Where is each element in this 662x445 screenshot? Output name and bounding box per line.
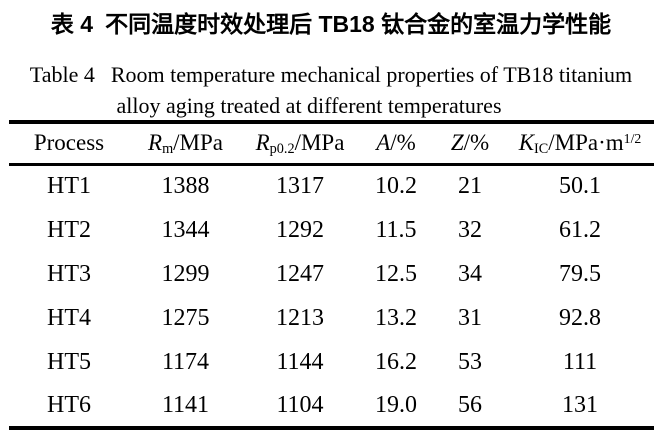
table-caption-zh-text: 不同温度时效处理后 TB18 钛合金的室温力学性能 <box>105 11 612 37</box>
cell-rp02: 1213 <box>276 304 324 331</box>
cell-a: 11.5 <box>375 216 417 243</box>
cell-z: 31 <box>458 304 482 331</box>
col-header-rm-unit: /MPa <box>173 130 223 156</box>
cell-kic: 111 <box>562 348 598 375</box>
cell-process: HT6 <box>47 391 91 418</box>
col-header-kic-symbol: K <box>518 130 535 156</box>
cell-a: 19.0 <box>375 391 417 418</box>
cell-rp02: 1144 <box>276 348 324 375</box>
col-header-kic-unit: /MPa·m <box>548 130 624 156</box>
col-header-kic-subscript: IC <box>534 141 549 158</box>
cell-process: HT3 <box>47 260 91 287</box>
table-row: HT2 1344 1292 11.5 32 61.2 <box>9 208 654 252</box>
col-header-z: Z/% <box>434 122 506 164</box>
col-header-process: Process <box>9 122 129 164</box>
col-header-z-unit: /% <box>463 130 490 156</box>
col-header-z-symbol: Z <box>450 130 464 156</box>
table-caption-en-label: Table 4 <box>29 62 95 87</box>
properties-table: Process Rm/MPa Rp0.2/MPa A/% Z/% KIC/MPa… <box>9 120 654 430</box>
cell-rp02: 1247 <box>276 260 324 287</box>
cell-z: 56 <box>458 391 482 418</box>
col-header-a-unit: /% <box>390 130 416 156</box>
cell-process: HT1 <box>47 173 91 200</box>
cell-rm: 1388 <box>161 173 210 200</box>
table-row: HT5 1174 1144 16.2 53 111 <box>9 340 654 384</box>
cell-kic: 61.2 <box>559 216 601 243</box>
cell-process: HT4 <box>47 304 91 331</box>
table-row: HT6 1141 1104 19.0 56 131 <box>9 384 654 428</box>
table-header-row: Process Rm/MPa Rp0.2/MPa A/% Z/% KIC/MPa… <box>9 122 654 164</box>
table-caption-zh: 表 4 不同温度时效处理后 TB18 钛合金的室温力学性能 <box>0 6 662 42</box>
cell-z: 21 <box>458 173 482 200</box>
cell-z: 32 <box>458 216 482 243</box>
col-header-rp02-symbol: R <box>255 130 270 156</box>
cell-z: 34 <box>458 260 482 287</box>
cell-kic: 50.1 <box>559 173 601 200</box>
cell-z: 53 <box>458 348 482 375</box>
cell-rm: 1344 <box>161 216 210 243</box>
table-caption-en-text1: Room temperature mechanical properties o… <box>110 62 633 87</box>
cell-process: HT5 <box>47 348 91 375</box>
cell-a: 12.5 <box>375 260 417 287</box>
cell-a: 16.2 <box>375 348 417 375</box>
table-caption-en-line1: Table 4 Room temperature mechanical prope… <box>0 58 662 92</box>
col-header-rm-symbol: R <box>148 130 163 156</box>
table-row: HT4 1275 1213 13.2 31 92.8 <box>9 296 654 340</box>
cell-rm: 1174 <box>161 348 210 375</box>
cell-kic: 79.5 <box>559 260 601 287</box>
cell-kic: 92.8 <box>559 304 601 331</box>
col-header-rm-subscript: m <box>162 141 174 158</box>
col-header-rp02-unit: /MPa <box>294 130 345 156</box>
cell-rm: 1299 <box>161 260 210 287</box>
cell-rp02: 1104 <box>276 391 324 418</box>
table-caption-en-text2: alloy aging treated at different tempera… <box>116 93 502 118</box>
cell-rm: 1141 <box>161 391 210 418</box>
cell-a: 13.2 <box>375 304 417 331</box>
table-row: HT1 1388 1317 10.2 21 50.1 <box>9 164 654 208</box>
cell-kic: 131 <box>562 391 598 418</box>
cell-rm: 1275 <box>161 304 210 331</box>
col-header-rp02: Rp0.2/MPa <box>242 122 358 164</box>
cell-a: 10.2 <box>375 173 417 200</box>
cell-rp02: 1292 <box>276 216 324 243</box>
col-header-kic: KIC/MPa·m1/2 <box>506 122 654 164</box>
table-row: HT3 1299 1247 12.5 34 79.5 <box>9 252 654 296</box>
col-header-a: A/% <box>358 122 434 164</box>
col-header-rm: Rm/MPa <box>129 122 242 164</box>
col-header-rp02-subscript: p0.2 <box>269 141 295 158</box>
table-caption-en-line2: alloy aging treated at different tempera… <box>0 92 640 120</box>
col-header-a-symbol: A <box>376 130 391 156</box>
cell-rp02: 1317 <box>276 173 324 200</box>
col-header-process-label: Process <box>33 130 105 156</box>
cell-process: HT2 <box>47 216 91 243</box>
table-caption-zh-label: 表 4 <box>50 11 94 37</box>
col-header-kic-superscript: 1/2 <box>623 130 642 146</box>
